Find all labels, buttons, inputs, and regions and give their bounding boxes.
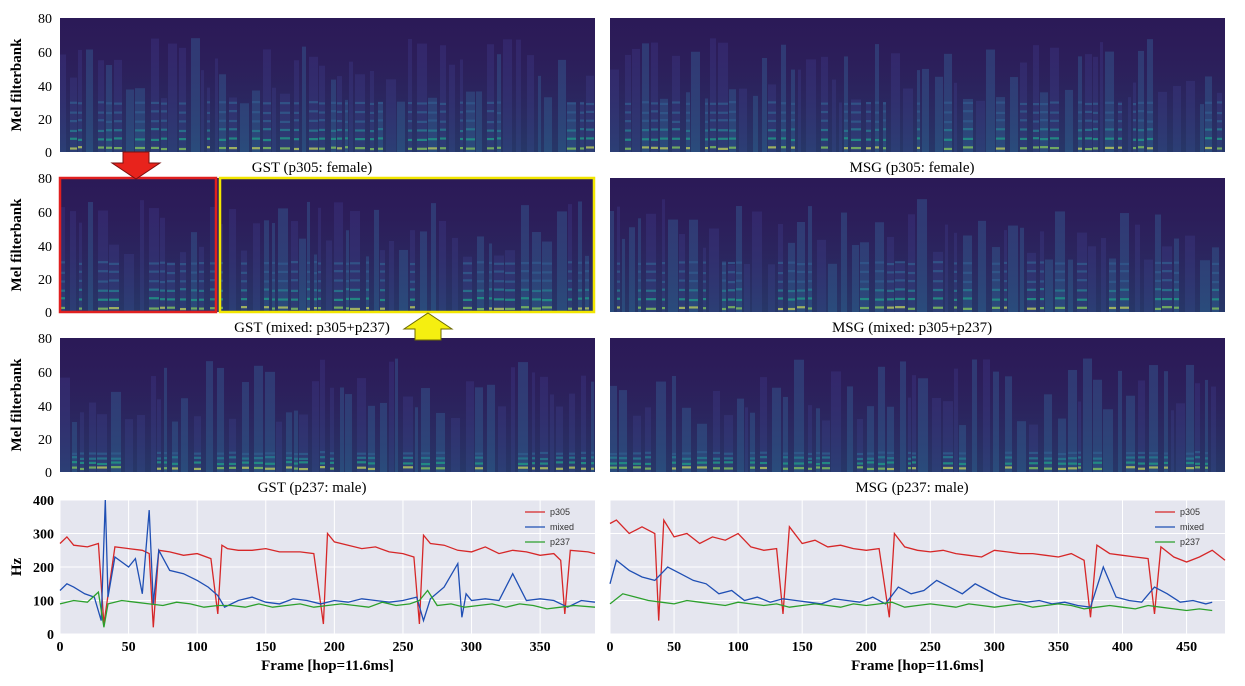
- y-tick-label: 0: [47, 628, 54, 643]
- y-tick: 60: [38, 206, 52, 221]
- spectrogram-columns: [60, 18, 595, 153]
- y-tick-label: 400: [33, 494, 54, 509]
- x-axis-label: Frame [hop=11.6ms]: [851, 658, 984, 674]
- series-line-p305: [59, 531, 596, 628]
- spectrogram-gst-p237: GST (p237: male): [60, 338, 595, 496]
- y-tick: 0: [45, 466, 52, 481]
- y-axis-label: Hz: [9, 557, 25, 576]
- x-tick-label: 250: [920, 640, 941, 655]
- x-tick-label: 400: [1112, 640, 1133, 655]
- spectrogram-msg-p237: MSG (p237: male): [610, 338, 1225, 496]
- panel-caption: GST (p237: male): [258, 480, 367, 496]
- legend-label-p237: p237: [550, 537, 570, 547]
- x-tick-label: 150: [255, 640, 276, 655]
- spectrogram-columns: [610, 18, 1225, 153]
- x-tick-label: 300: [461, 640, 482, 655]
- y-tick-label: 100: [33, 595, 54, 610]
- x-axis-label: Frame [hop=11.6ms]: [261, 658, 394, 674]
- y-tick: 40: [38, 80, 52, 95]
- x-tick-label: 200: [324, 640, 345, 655]
- y-tick: 60: [38, 46, 52, 61]
- legend-label-p305: p305: [1180, 507, 1200, 517]
- legend-label-p305: p305: [550, 507, 570, 517]
- x-tick-label: 300: [984, 640, 1005, 655]
- spectrogram-columns: [610, 178, 1225, 312]
- f0-plot-msg: 0 50 100 150 200 250 300 350 400 450 p305 mixed p237…: [607, 499, 1226, 674]
- series-line-p305: [609, 517, 1226, 621]
- panel-caption: MSG (p237: male): [855, 480, 968, 496]
- spec-y-axis-2: 0 20 40 60 80 Mel filterbank: [9, 172, 52, 321]
- series-line-mixed: [609, 559, 1213, 608]
- spectrogram-shade: [610, 178, 1225, 312]
- legend-label-mixed: mixed: [550, 522, 574, 532]
- spectrogram-columns: [60, 338, 595, 472]
- y-tick: 40: [38, 240, 52, 255]
- x-tick-label: 0: [57, 640, 64, 655]
- panel-caption: MSG (mixed: p305+p237): [832, 320, 992, 336]
- legend-label-mixed: mixed: [1180, 522, 1204, 532]
- y-tick: 80: [38, 172, 52, 187]
- x-tick-label: 150: [792, 640, 813, 655]
- spectrogram-shade: [60, 338, 595, 472]
- x-tick-label: 250: [392, 640, 413, 655]
- y-tick: 20: [38, 273, 52, 288]
- spectrogram-msg-mixed: MSG (mixed: p305+p237): [610, 178, 1225, 336]
- x-tick-label: 50: [122, 640, 136, 655]
- spec-y-axis-1: 0 20 40 60 80 Mel filterbank: [9, 12, 52, 161]
- spectrogram-columns: [60, 178, 595, 312]
- y-tick-label: 200: [33, 561, 54, 576]
- y-tick: 20: [38, 113, 52, 128]
- x-tick-label: 0: [607, 640, 614, 655]
- x-tick-label: 450: [1176, 640, 1197, 655]
- series-line-p237: [59, 589, 596, 628]
- spectrogram-gst-p305: GST (p305: female): [60, 18, 595, 176]
- yellow-highlight-box: [218, 176, 596, 314]
- y-tick-label: 300: [33, 528, 54, 543]
- panel-caption: MSG (p305: female): [850, 160, 975, 176]
- y-axis-label: Mel filterbank: [9, 38, 25, 132]
- spectrogram-shade: [610, 18, 1225, 152]
- panel-caption: GST (p305: female): [252, 160, 373, 176]
- y-tick: 60: [38, 366, 52, 381]
- y-tick: 0: [45, 146, 52, 161]
- x-tick-label: 200: [856, 640, 877, 655]
- spectrogram-shade: [610, 338, 1225, 472]
- spectrogram-shade: [60, 18, 595, 152]
- yellow-arrow-icon: [402, 312, 454, 341]
- f0-plot-gst: 0 50 100 150 200 250 300 350 0 100 200 300 400 p305 mi…: [9, 494, 596, 674]
- legend-label-p237: p237: [1180, 537, 1200, 547]
- x-tick-label: 350: [1048, 640, 1069, 655]
- y-tick: 0: [45, 306, 52, 321]
- x-tick-label: 100: [728, 640, 749, 655]
- spectrogram-msg-p305: MSG (p305: female): [610, 18, 1225, 176]
- y-axis-label: Mel filterbank: [9, 198, 25, 292]
- spectrogram-columns: [610, 338, 1225, 472]
- spectrogram-shade: [60, 178, 595, 312]
- y-tick: 80: [38, 12, 52, 27]
- y-tick: 80: [38, 332, 52, 347]
- x-tick-label: 350: [530, 640, 551, 655]
- y-axis-label: Mel filterbank: [9, 358, 25, 452]
- spectrogram-gst-mixed: GST (mixed: p305+p237): [60, 178, 595, 336]
- spec-y-axis-3: 0 20 40 60 80 Mel filterbank: [9, 332, 52, 481]
- x-tick-label: 100: [187, 640, 208, 655]
- panel-caption: GST (mixed: p305+p237): [234, 320, 390, 336]
- series-line-mixed: [59, 499, 596, 623]
- series-line-p237: [609, 593, 1213, 612]
- y-tick: 20: [38, 433, 52, 448]
- x-tick-label: 50: [667, 640, 681, 655]
- red-arrow-icon: [110, 151, 162, 180]
- y-tick: 40: [38, 400, 52, 415]
